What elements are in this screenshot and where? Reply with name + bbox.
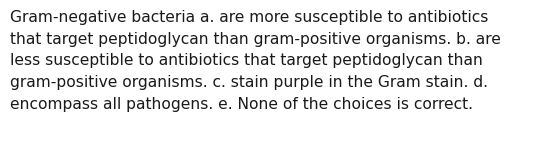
Text: Gram-negative bacteria a. are more susceptible to antibiotics
that target peptid: Gram-negative bacteria a. are more susce… <box>10 10 501 112</box>
